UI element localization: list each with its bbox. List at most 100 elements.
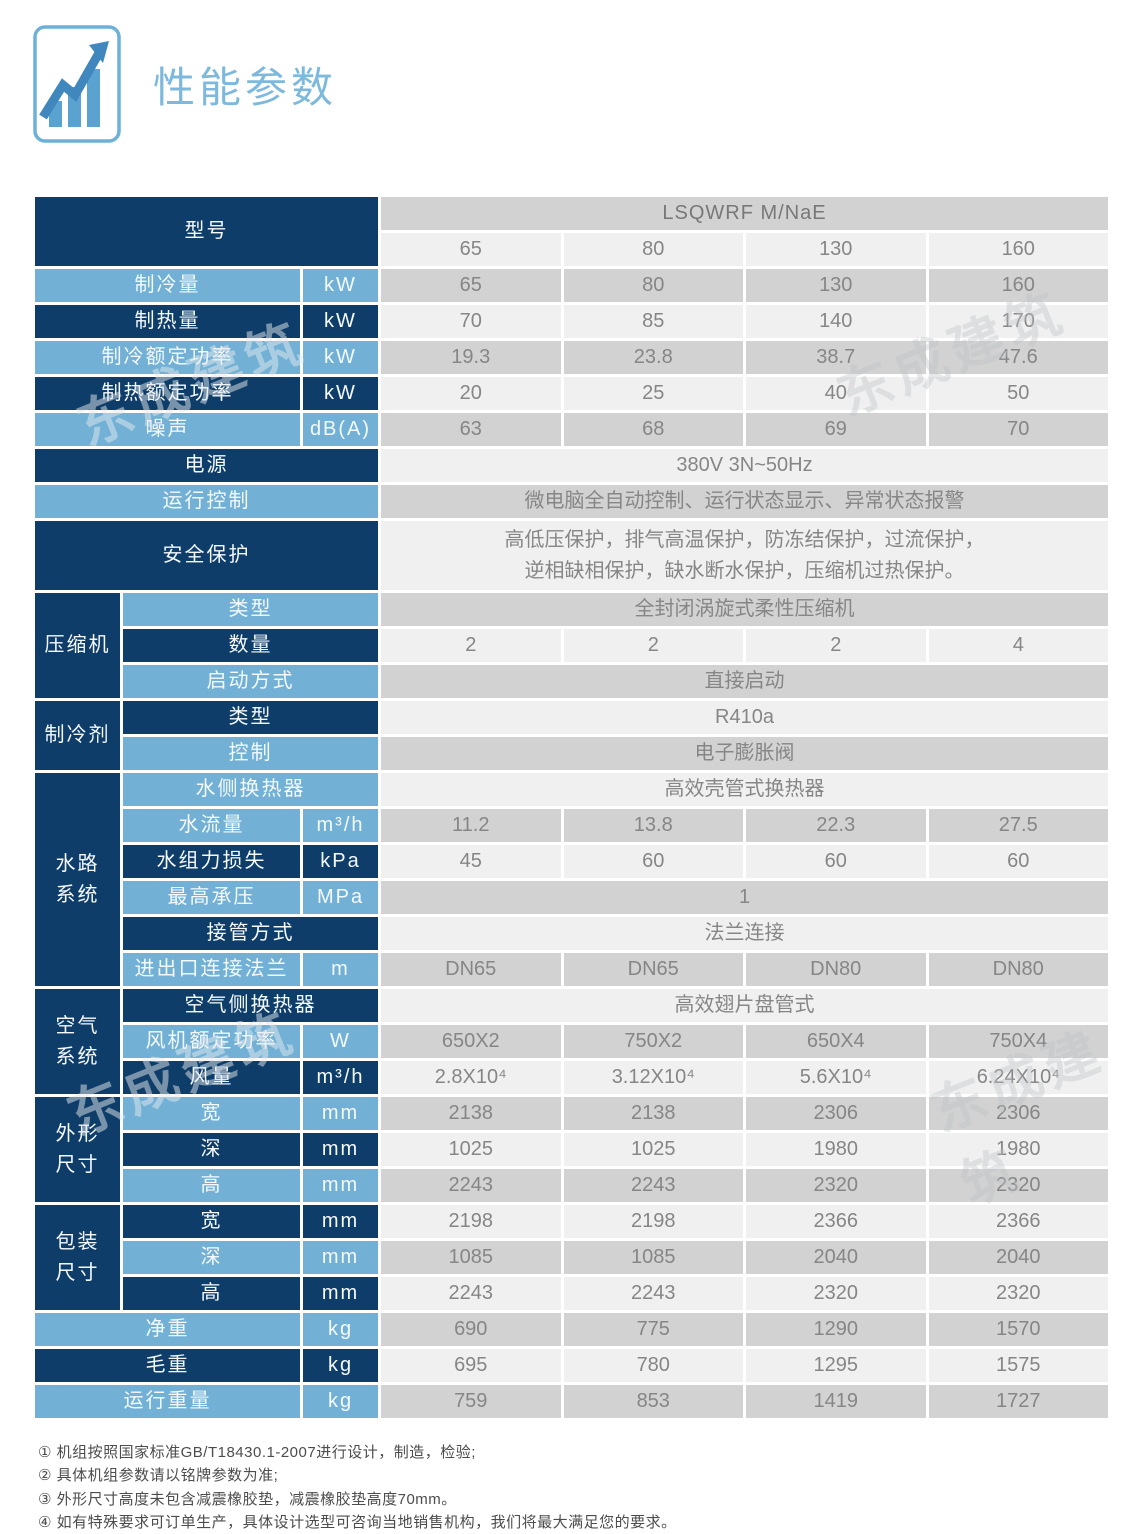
row-unit: kW [303,305,378,338]
model-cell: 65 [381,233,561,266]
group-label: 水路 系统 [35,773,120,986]
row-value: 19.3 [381,341,561,374]
row-unit: MPa [303,881,378,914]
row-value: 650X4 [746,1025,926,1058]
row-value: DN65 [381,953,561,986]
model-cell: 160 [928,233,1108,266]
row-value: 2243 [381,1169,561,1202]
group-label: 外形 尺寸 [35,1097,120,1202]
row-value: DN80 [746,953,926,986]
row-value: 63 [381,413,561,446]
row-value: 85 [563,305,743,338]
row-value: 2138 [563,1097,743,1130]
row-unit: m³/h [303,1061,378,1094]
row-value: 650X2 [381,1025,561,1058]
row-value: 直接启动 [381,665,1108,698]
row-value: 695 [381,1349,561,1382]
row-value: 759 [381,1385,561,1418]
row-value: 69 [746,413,926,446]
row-value: 11.2 [381,809,561,842]
row-unit: m³/h [303,809,378,842]
row-label: 风量 [123,1061,300,1094]
row-unit: kg [303,1349,378,1382]
footnote: ③ 外形尺寸高度未包含减震橡胶垫，减震橡胶垫高度70mm。 [38,1490,457,1508]
row-label: 水流量 [123,809,300,842]
row-label: 类型 [123,701,378,734]
row-label: 噪声 [35,413,300,446]
row-label: 制冷量 [35,269,300,302]
row-value: 2198 [563,1205,743,1238]
row-value: 2138 [381,1097,561,1130]
row-label: 水组力损失 [123,845,300,878]
row-value: 2243 [381,1277,561,1310]
row-value: 2320 [928,1169,1108,1202]
row-unit: mm [303,1277,378,1310]
row-value: 1419 [746,1385,926,1418]
row-value: 4 [928,629,1108,662]
row-value: 60 [746,845,926,878]
row-value: 1727 [928,1385,1108,1418]
row-value: 2040 [928,1241,1108,1274]
row-unit: mm [303,1205,378,1238]
row-value: 6.24X10⁴ [928,1061,1108,1094]
row-value: DN80 [928,953,1108,986]
row-label: 宽 [123,1205,300,1238]
row-value: 1 [381,881,1108,914]
row-value: 22.3 [746,809,926,842]
row-unit: mm [303,1133,378,1166]
row-label: 进出口连接法兰 [123,953,300,986]
row-label: 宽 [123,1097,300,1130]
row-value: 13.8 [563,809,743,842]
model-cell: 130 [746,233,926,266]
row-label: 电源 [35,449,378,482]
row-value: R410a [381,701,1108,734]
row-label: 制热额定功率 [35,377,300,410]
row-value: 1295 [746,1349,926,1382]
row-value: 2366 [928,1205,1108,1238]
row-label: 深 [123,1241,300,1274]
row-value: 2040 [746,1241,926,1274]
row-value: 2198 [381,1205,561,1238]
row-value: 750X4 [928,1025,1108,1058]
row-label: 运行重量 [35,1385,300,1418]
row-unit: kW [303,377,378,410]
row-value: 27.5 [928,809,1108,842]
row-value: 80 [563,269,743,302]
row-label: 制冷额定功率 [35,341,300,374]
group-label: 包装 尺寸 [35,1205,120,1310]
row-unit: mm [303,1169,378,1202]
row-label: 数量 [123,629,378,662]
row-value: 70 [928,413,1108,446]
row-value: 1085 [563,1241,743,1274]
row-unit: mm [303,1097,378,1130]
row-value: 20 [381,377,561,410]
row-value: 45 [381,845,561,878]
bar-chart-trend-icon [33,25,121,143]
page-title: 性能参数 [153,63,338,111]
row-value: 1980 [746,1133,926,1166]
row-label: 净重 [35,1313,300,1346]
row-value: 2.8X10⁴ [381,1061,561,1094]
row-label: 水侧换热器 [123,773,378,806]
row-value: 高效翅片盘管式 [381,989,1108,1022]
row-value: 25 [563,377,743,410]
row-value: 47.6 [928,341,1108,374]
row-value: 170 [928,305,1108,338]
group-label: 制冷剂 [35,701,120,770]
row-value: 38.7 [746,341,926,374]
row-label: 启动方式 [123,665,378,698]
row-label: 高 [123,1277,300,1310]
row-value: 2320 [746,1169,926,1202]
row-label: 制热量 [35,305,300,338]
row-value: 65 [381,269,561,302]
row-value: 法兰连接 [381,917,1108,950]
row-value: 1025 [381,1133,561,1166]
row-unit: kg [303,1313,378,1346]
row-value: 3.12X10⁴ [563,1061,743,1094]
row-value: 780 [563,1349,743,1382]
row-label: 毛重 [35,1349,300,1382]
row-value: 140 [746,305,926,338]
footnote: ① 机组按照国家标准GB/T18430.1-2007进行设计，制造，检验; [38,1444,476,1461]
row-value: 70 [381,305,561,338]
row-label: 风机额定功率 [123,1025,300,1058]
